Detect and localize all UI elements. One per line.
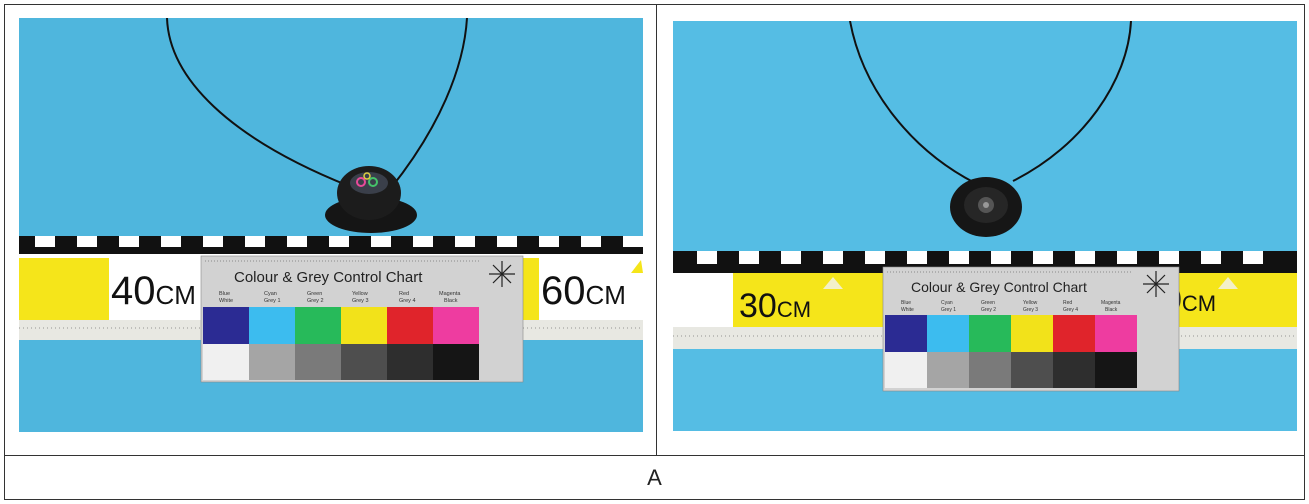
sensor-cable	[1012, 21, 1132, 182]
svg-text:60CM: 60CM	[541, 269, 626, 313]
svg-text:Grey 2: Grey 2	[307, 298, 324, 304]
svg-text:Cyan: Cyan	[941, 300, 953, 306]
column-divider	[656, 4, 657, 456]
row-divider	[4, 455, 1305, 456]
svg-text:Blue: Blue	[219, 291, 230, 297]
colour-control-chart: Colour & Grey Control Chart Blue Cyan Gr…	[882, 266, 1180, 392]
svg-text:Grey 4: Grey 4	[1063, 307, 1078, 313]
svg-text:Yellow: Yellow	[1023, 300, 1038, 306]
star-target-icon	[1143, 271, 1169, 297]
svg-text:Magenta: Magenta	[439, 291, 461, 297]
colour-control-chart: Colour & Grey Control Chart Blue Cyan Gr…	[200, 255, 524, 383]
right-photo: 30CM 0CM Colour & Grey Control Chart Blu…	[673, 21, 1297, 431]
sensor-device	[950, 177, 1022, 237]
sensor-cable	[849, 21, 976, 184]
figure-frame	[4, 4, 1305, 500]
svg-text:Grey 1: Grey 1	[264, 298, 281, 304]
svg-text:Red: Red	[1063, 300, 1072, 306]
svg-text:Red: Red	[399, 291, 409, 297]
sensor-cable	[390, 18, 468, 189]
swatch-row-grey	[203, 344, 479, 380]
svg-text:Grey 1: Grey 1	[941, 307, 956, 313]
star-target-icon	[489, 261, 515, 287]
svg-text:Green: Green	[307, 291, 322, 297]
swatch-row-colour	[885, 315, 1137, 352]
svg-text:30CM: 30CM	[739, 287, 811, 325]
svg-text:Cyan: Cyan	[264, 291, 277, 297]
svg-text:Black: Black	[444, 298, 458, 304]
svg-text:Grey 2: Grey 2	[981, 307, 996, 313]
swatch-row-grey	[885, 352, 1137, 388]
svg-text:White: White	[219, 298, 233, 304]
sensor-cable	[166, 18, 350, 187]
sensor-device	[325, 166, 417, 233]
svg-text:Black: Black	[1105, 307, 1118, 313]
svg-text:Yellow: Yellow	[352, 291, 368, 297]
svg-text:White: White	[901, 307, 914, 313]
figure-caption: A	[647, 464, 662, 490]
svg-text:Grey 3: Grey 3	[1023, 307, 1038, 313]
left-photo: 40CM 60CM Colour & Grey Control Chart Bl…	[19, 18, 643, 432]
swatch-row-colour	[203, 307, 479, 344]
chart-title: Colour & Grey Control Chart	[911, 279, 1087, 295]
svg-text:Blue: Blue	[901, 300, 911, 306]
svg-text:Magenta: Magenta	[1101, 300, 1121, 306]
svg-text:40CM: 40CM	[111, 269, 196, 313]
svg-text:Grey 3: Grey 3	[352, 298, 369, 304]
chart-title: Colour & Grey Control Chart	[234, 269, 423, 286]
svg-text:Green: Green	[981, 300, 995, 306]
svg-text:Grey 4: Grey 4	[399, 298, 416, 304]
